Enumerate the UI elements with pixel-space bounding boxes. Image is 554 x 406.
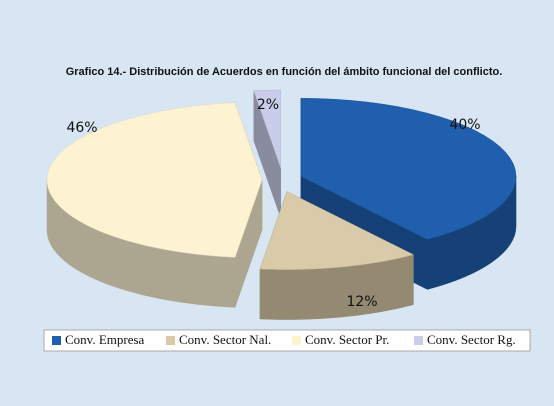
slice [259,191,415,270]
value-label: 12% [346,294,377,310]
legend-swatch [166,336,175,345]
value-label: 40% [449,117,480,133]
slice [46,102,263,258]
legend-swatch [292,336,301,345]
legend-label: Conv. Sector Pr. [305,332,389,347]
chart-title: Grafico 14.- Distribución de Acuerdos en… [66,66,503,78]
value-label: 46% [66,120,97,136]
slice [253,89,281,169]
legend-label: Conv. Sector Nal. [179,332,271,347]
value-label: 2% [257,97,279,113]
slice [300,98,517,240]
legend-label: Conv. Sector Rg. [427,332,516,347]
legend-label: Conv. Empresa [65,332,145,347]
legend-swatch [52,336,61,345]
legend [43,329,531,352]
legend-swatch [414,336,423,345]
